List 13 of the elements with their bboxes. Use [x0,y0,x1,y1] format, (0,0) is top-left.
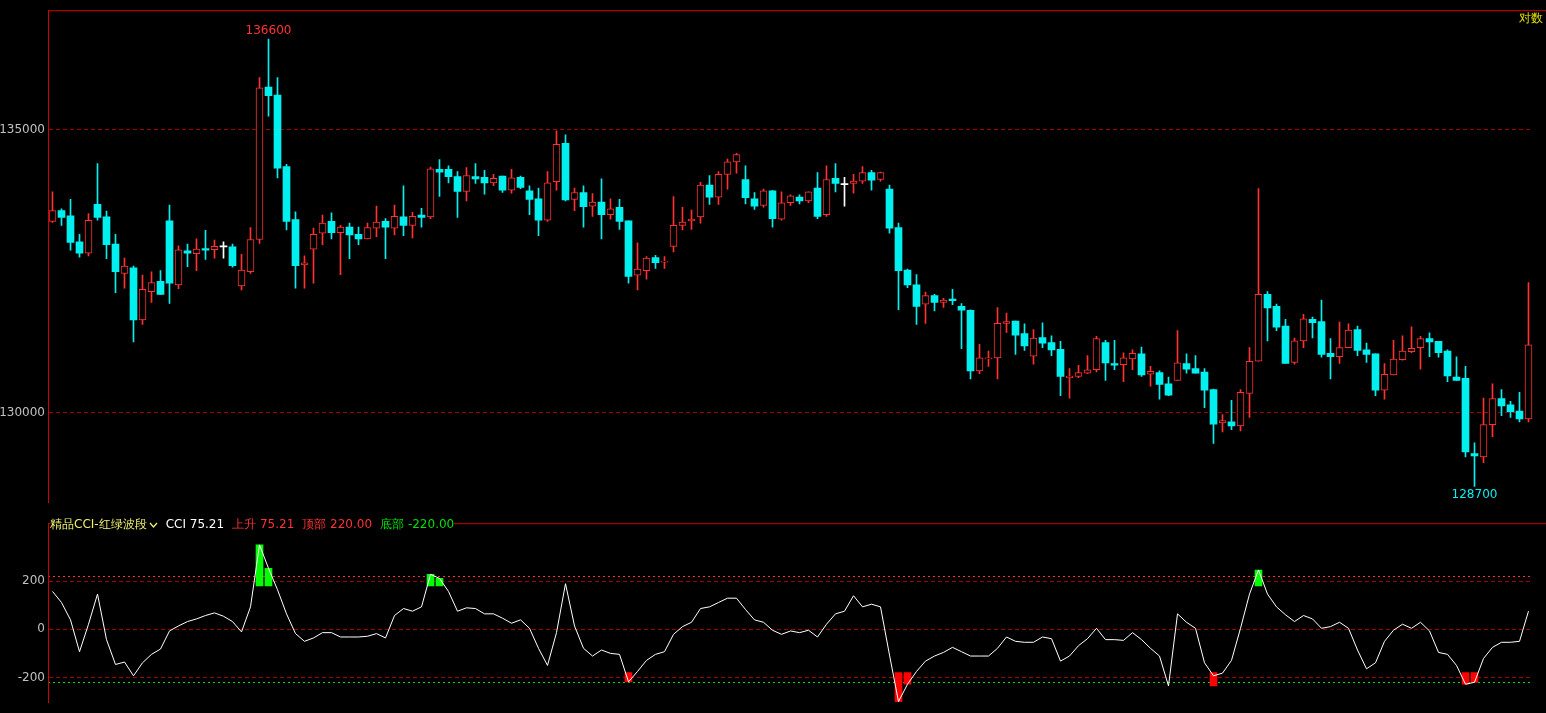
annotation: 对数 [1519,11,1543,26]
ref-line-label: 顶部 220.00 [302,517,373,531]
annotation: CCI 75.21 [165,517,225,531]
chart-title: 精品CCI-红绿波段 [50,517,147,531]
y-tick-label: 130000 [0,404,45,419]
ref-line-label: 底部 -220.00 [380,517,455,531]
y-tick-label: 0 [37,621,45,636]
y-tick-label: -200 [17,669,45,684]
annotation: 136600 [245,23,292,38]
annotation: 上升 75.21 [232,517,295,531]
y-tick-label: 135000 [0,121,45,136]
annotation: 128700 [1451,486,1498,501]
y-tick-label: 200 [22,573,45,588]
